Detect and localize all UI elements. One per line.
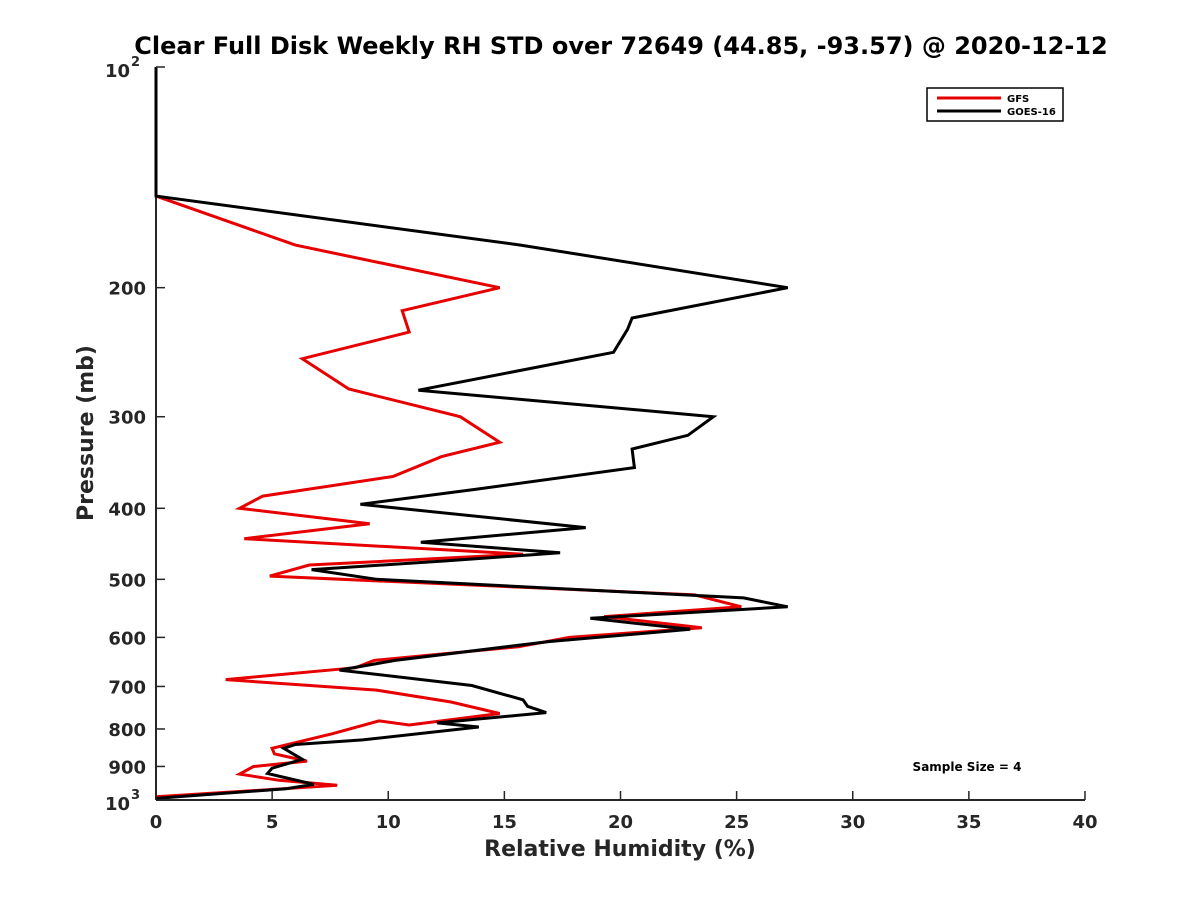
y-tick-label: 400 bbox=[108, 499, 146, 520]
y-tick-label: 200 bbox=[108, 279, 146, 300]
x-tick-label: 5 bbox=[266, 812, 279, 833]
legend-entry: GFS bbox=[1007, 94, 1029, 105]
series-line-goes-16 bbox=[154, 67, 788, 800]
y-tick-exponent: 2 bbox=[131, 55, 140, 70]
y-tick-label: 10 bbox=[105, 61, 130, 82]
plot-area bbox=[154, 67, 1085, 801]
y-tick-label: 10 bbox=[105, 794, 130, 815]
y-axis-label: Pressure (mb) bbox=[74, 345, 99, 521]
sample-size-annotation: Sample Size = 4 bbox=[913, 760, 1022, 774]
x-axis-label: Relative Humidity (%) bbox=[484, 837, 756, 862]
y-tick-exponent: 3 bbox=[131, 788, 140, 803]
y-tick-label: 900 bbox=[108, 757, 146, 778]
y-tick-label: 700 bbox=[108, 677, 146, 698]
x-tick-label: 30 bbox=[840, 812, 865, 833]
x-tick-label: 35 bbox=[956, 812, 981, 833]
x-axis-ticks: 0 5 10 15 20 25 30 35 40 bbox=[150, 791, 1098, 833]
y-tick-label: 500 bbox=[108, 570, 146, 591]
y-tick-label: 800 bbox=[108, 720, 146, 741]
chart-title: Clear Full Disk Weekly RH STD over 72649… bbox=[134, 32, 1107, 60]
x-tick-label: 10 bbox=[376, 812, 401, 833]
series-line-gfs bbox=[154, 67, 742, 799]
legend-entry: GOES-16 bbox=[1007, 107, 1056, 118]
legend: GFS GOES-16 bbox=[926, 87, 1064, 122]
x-tick-label: 40 bbox=[1072, 812, 1097, 833]
x-tick-label: 20 bbox=[608, 812, 633, 833]
y-tick-label: 300 bbox=[108, 408, 146, 429]
legend-box bbox=[926, 87, 1064, 122]
y-tick-label: 600 bbox=[108, 628, 146, 649]
x-tick-label: 25 bbox=[724, 812, 749, 833]
x-tick-label: 0 bbox=[150, 812, 163, 833]
x-tick-label: 15 bbox=[492, 812, 517, 833]
